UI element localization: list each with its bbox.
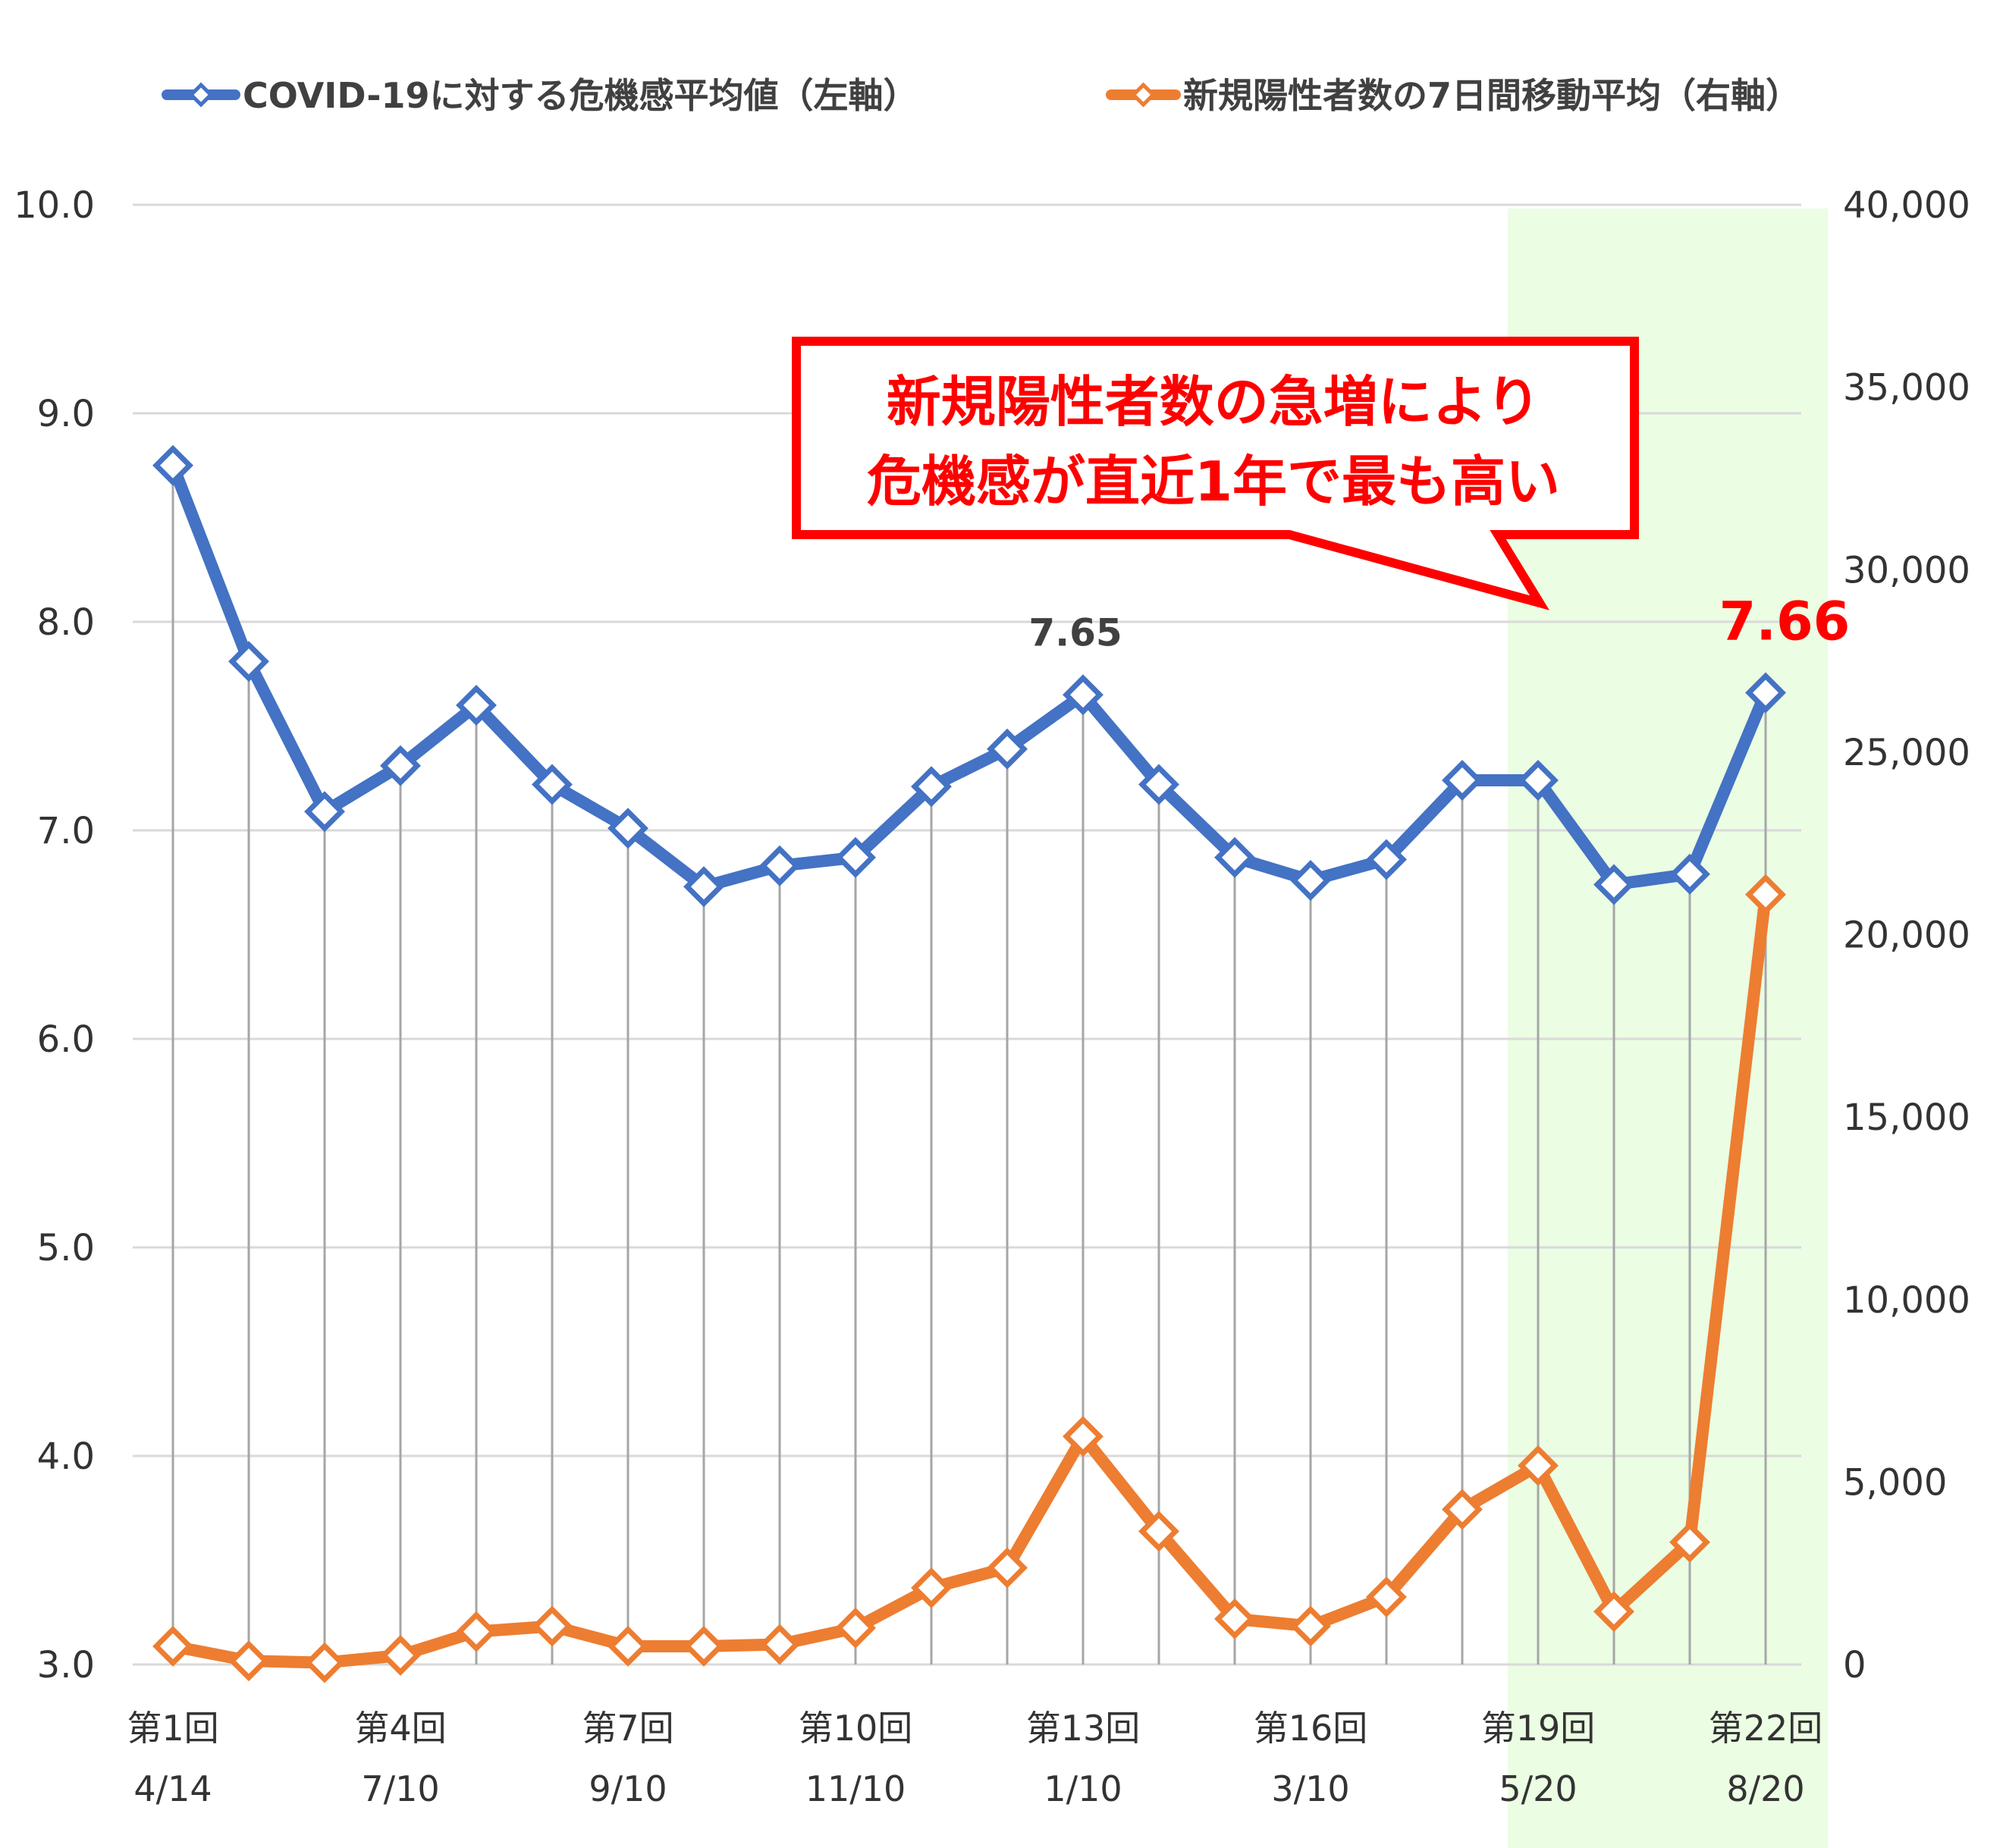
x-tick-date: 1/10 [1044,1768,1122,1809]
marker-cases-point [1442,1489,1483,1530]
x-tick-date: 5/20 [1499,1768,1577,1809]
marker-cases-point [380,1635,421,1676]
legend-swatch-marker [188,82,214,108]
y-left-tick-label: 3.0 [37,1644,95,1686]
marker-crisis-point [1366,839,1407,880]
legend-swatch-marker [1130,82,1157,108]
y-right-tick-label: 0 [1843,1644,1866,1686]
marker-crisis-point [607,808,648,849]
marker-crisis-point [835,836,876,878]
marker-crisis-point [228,641,269,682]
legend: COVID-19に対する危機感平均値（左軸） 新規陽性者数の7日間移動平均（右軸） [162,75,1801,116]
y-right-tick-label: 5,000 [1843,1461,1947,1504]
marker-crisis-point [1518,760,1559,801]
callout-line-2: 危機感が直近1年で最も高い [867,450,1560,513]
marker-crisis-point [456,685,497,726]
x-tick-label: 第4回 [354,1708,446,1749]
marker-cases-point [1669,1521,1710,1563]
marker-crisis-point [1593,864,1634,905]
y-left-tick-label: 6.0 [37,1018,95,1061]
data-label-peak: 7.65 [1028,610,1122,654]
marker-crisis-point [1214,836,1255,878]
marker-cases-point [1593,1591,1634,1633]
callout-box [792,337,1639,610]
y-axis-left: 3.0 4.0 5.0 6.0 7.0 8.0 9.0 10.0 [14,184,95,1686]
marker-crisis-point [532,764,573,805]
x-tick-label: 第7回 [582,1708,673,1749]
marker-cases-point [911,1567,952,1608]
y-axis-right: 0 5,000 10,000 15,000 20,000 25,000 30,000 35,0… [1843,184,1970,1686]
x-tick-date: 4/14 [133,1768,212,1809]
line-new-cases [167,888,1772,1669]
x-tick-date: 9/10 [589,1768,667,1809]
marker-crisis-point [1745,672,1786,714]
legend-item: COVID-19に対する危機感平均値（左軸） [162,75,918,116]
y-right-tick-label: 15,000 [1843,1097,1970,1139]
x-tick-date: 11/10 [805,1768,906,1809]
x-tick-label: 第13回 [1026,1708,1141,1749]
data-label-latest: 7.66 [1719,591,1851,653]
x-tick-label: 第1回 [127,1708,218,1749]
x-tick-label: 第22回 [1709,1708,1823,1749]
marker-cases-point [1290,1605,1331,1647]
y-right-tick-label: 20,000 [1843,915,1970,957]
marker-crisis-point [1669,853,1710,895]
marker-crisis-point [759,845,800,886]
marker-crisis-point [1290,860,1331,901]
marker-cases-point [759,1624,800,1665]
marker-crisis-point [152,444,193,486]
marker-cases-point [683,1625,724,1667]
marker-cases-point [835,1607,876,1649]
callout-line-1: 新規陽性者数の急増により [887,370,1541,434]
marker-crisis-point [911,766,952,808]
x-axis: 第1回 4/14 第4回 7/10 第7回 9/10 第10回 11/10 第13回 1/10 第1… [127,1708,1822,1809]
marker-cases-point [1138,1511,1179,1552]
marker-cases-point [304,1642,345,1683]
marker-cases-point [532,1605,573,1647]
marker-cases-point [1518,1445,1559,1486]
marker-cases-point [228,1640,269,1682]
legend-item: 新規陽性者数の7日間移動平均（右軸） [1106,75,1801,116]
marker-cases-point [1366,1577,1407,1617]
legend-label: COVID-19に対する危機感平均値（左軸） [243,75,918,116]
marker-crisis-point [380,745,421,786]
marker-cases-point [1063,1416,1104,1457]
y-right-tick-label: 35,000 [1843,367,1970,409]
marker-crisis-point [1063,674,1104,716]
marker-crisis-point [304,791,345,833]
y-left-tick-label: 9.0 [37,393,95,435]
marker-cases-point [1214,1598,1255,1639]
y-left-tick-label: 4.0 [37,1435,95,1478]
marker-cases-point [1745,874,1786,915]
x-tick-date: 7/10 [361,1768,439,1809]
marker-crisis-point [987,728,1028,770]
marker-cases-point [987,1547,1028,1589]
y-right-tick-label: 10,000 [1843,1279,1970,1322]
marker-crisis-point [1442,760,1483,801]
marker-cases-point [456,1611,497,1652]
marker-crisis-point [1138,764,1179,805]
y-left-tick-label: 7.0 [37,810,95,852]
marker-crisis-point [683,866,724,908]
x-tick-label: 第10回 [799,1708,913,1749]
y-left-tick-label: 5.0 [37,1227,95,1269]
x-tick-date: 8/20 [1726,1768,1804,1809]
marker-cases-point [152,1625,193,1667]
x-tick-date: 3/10 [1271,1768,1349,1809]
x-tick-label: 第16回 [1254,1708,1368,1749]
series-left-line [152,444,1786,908]
series-right-line [152,874,1786,1683]
y-left-tick-label: 8.0 [37,601,95,644]
x-tick-label: 第19回 [1481,1708,1596,1749]
y-right-tick-label: 25,000 [1843,732,1970,774]
marker-cases-point [607,1625,648,1667]
line-crisis-average [167,459,1772,893]
legend-label: 新規陽性者数の7日間移動平均（右軸） [1183,75,1801,116]
y-left-tick-label: 10.0 [14,184,95,227]
y-right-tick-label: 40,000 [1843,184,1970,227]
y-right-tick-label: 30,000 [1843,549,1970,591]
